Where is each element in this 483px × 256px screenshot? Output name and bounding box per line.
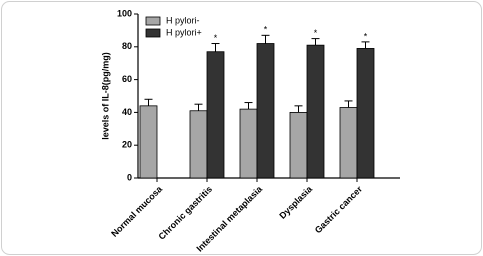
y-tick-label: 100 [117, 8, 132, 18]
y-tick-label: 40 [122, 107, 132, 117]
bar [139, 105, 158, 179]
significance-marker: * [314, 28, 318, 38]
significance-marker: * [214, 33, 218, 43]
bar [339, 107, 358, 179]
y-tick-label: 60 [122, 74, 132, 84]
legend-swatch [145, 16, 161, 26]
significance-marker: * [264, 25, 268, 35]
legend-label: H pylori+ [166, 27, 202, 37]
bar [356, 48, 375, 179]
y-tick-label: 20 [122, 140, 132, 150]
bar [189, 110, 208, 179]
y-tick-label: 0 [127, 172, 132, 182]
bar [239, 108, 258, 179]
significance-marker: * [364, 31, 368, 41]
bar [206, 51, 225, 179]
y-axis-label: levels of IL-8(pg/mg) [100, 52, 110, 140]
legend-label: H pylori- [166, 15, 200, 25]
y-tick-label: 80 [122, 41, 132, 51]
bar [306, 44, 325, 179]
bar [289, 112, 308, 179]
bar [256, 43, 275, 179]
legend-swatch [145, 28, 161, 38]
